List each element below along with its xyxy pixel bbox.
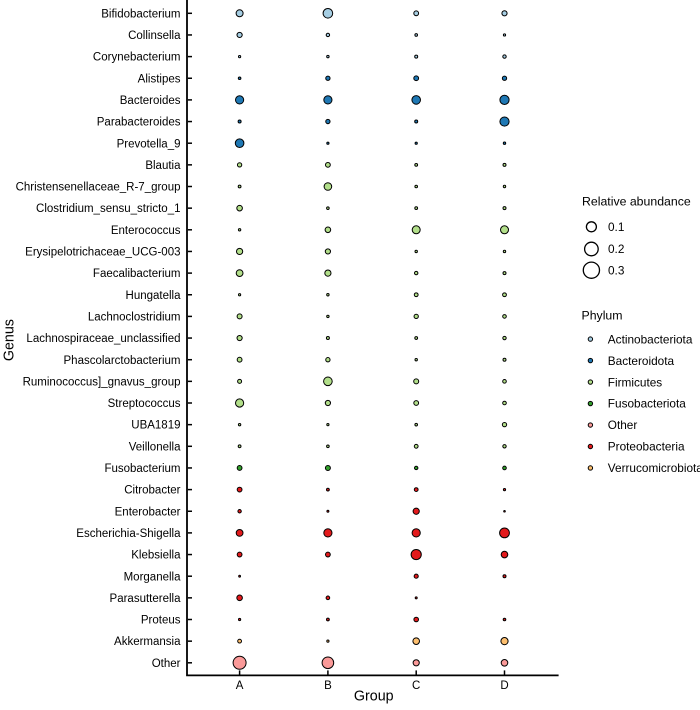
svg-text:Enterococcus: Enterococcus	[111, 225, 181, 237]
svg-text:0.2: 0.2	[608, 242, 624, 256]
svg-text:Corynebacterium: Corynebacterium	[93, 52, 181, 64]
svg-text:Klebsiella: Klebsiella	[131, 550, 181, 562]
svg-text:Collinsella: Collinsella	[128, 30, 181, 42]
svg-text:Actinobacteriota: Actinobacteriota	[608, 332, 693, 346]
svg-text:Erysipelotrichaceae_UCG-003: Erysipelotrichaceae_UCG-003	[25, 247, 180, 259]
svg-text:Citrobacter: Citrobacter	[124, 485, 180, 497]
svg-text:C: C	[412, 680, 420, 692]
svg-text:Alistipes: Alistipes	[138, 73, 181, 85]
svg-text:Faecalibacterium: Faecalibacterium	[93, 268, 181, 280]
svg-text:Enterobacter: Enterobacter	[115, 506, 181, 518]
svg-text:Other: Other	[152, 658, 181, 670]
svg-text:Streptococcus: Streptococcus	[108, 398, 181, 410]
svg-text:Veillonella: Veillonella	[129, 441, 181, 453]
svg-text:Group: Group	[354, 689, 394, 705]
svg-text:Relative abundance: Relative abundance	[582, 195, 691, 209]
svg-text:Parabacteroides: Parabacteroides	[97, 117, 181, 129]
svg-text:Morganella: Morganella	[124, 571, 181, 583]
svg-text:Escherichia-Shigella: Escherichia-Shigella	[76, 528, 181, 540]
svg-text:Christensenellaceae_R-7_group: Christensenellaceae_R-7_group	[16, 182, 181, 194]
svg-text:Proteus: Proteus	[141, 615, 181, 627]
svg-text:A: A	[236, 680, 244, 692]
svg-text:Blautia: Blautia	[145, 160, 181, 172]
svg-text:Fusobacterium: Fusobacterium	[104, 463, 180, 475]
svg-text:Bacteroides: Bacteroides	[120, 95, 181, 107]
svg-text:Clostridium_sensu_stricto_1: Clostridium_sensu_stricto_1	[36, 203, 180, 215]
svg-text:Lachnospiraceae_unclassified: Lachnospiraceae_unclassified	[26, 333, 180, 345]
svg-text:Ruminococcus]_gnavus_group: Ruminococcus]_gnavus_group	[23, 376, 181, 388]
svg-text:Other: Other	[608, 418, 638, 432]
svg-text:Fusobacteriota: Fusobacteriota	[608, 397, 686, 411]
svg-text:Hungatella: Hungatella	[126, 290, 182, 302]
svg-text:Firmicutes: Firmicutes	[608, 375, 663, 389]
svg-text:Akkermansia: Akkermansia	[114, 636, 181, 648]
svg-text:Parasutterella: Parasutterella	[110, 593, 182, 605]
svg-text:0.3: 0.3	[608, 263, 625, 277]
svg-text:Prevotella_9: Prevotella_9	[117, 138, 181, 150]
svg-text:Bifidobacterium: Bifidobacterium	[101, 8, 180, 20]
svg-text:Verrucomicrobiota: Verrucomicrobiota	[608, 461, 700, 475]
svg-text:UBA1819: UBA1819	[131, 420, 180, 432]
svg-text:Lachnoclostridium: Lachnoclostridium	[88, 311, 181, 323]
svg-text:B: B	[324, 680, 332, 692]
svg-text:Proteobacteria: Proteobacteria	[608, 440, 685, 454]
svg-text:D: D	[500, 680, 508, 692]
svg-text:Bacteroidota: Bacteroidota	[608, 354, 675, 368]
svg-text:Genus: Genus	[2, 319, 18, 361]
svg-text:0.1: 0.1	[608, 220, 624, 234]
svg-text:Phylum: Phylum	[582, 309, 623, 323]
svg-text:Phascolarctobacterium: Phascolarctobacterium	[64, 355, 181, 367]
